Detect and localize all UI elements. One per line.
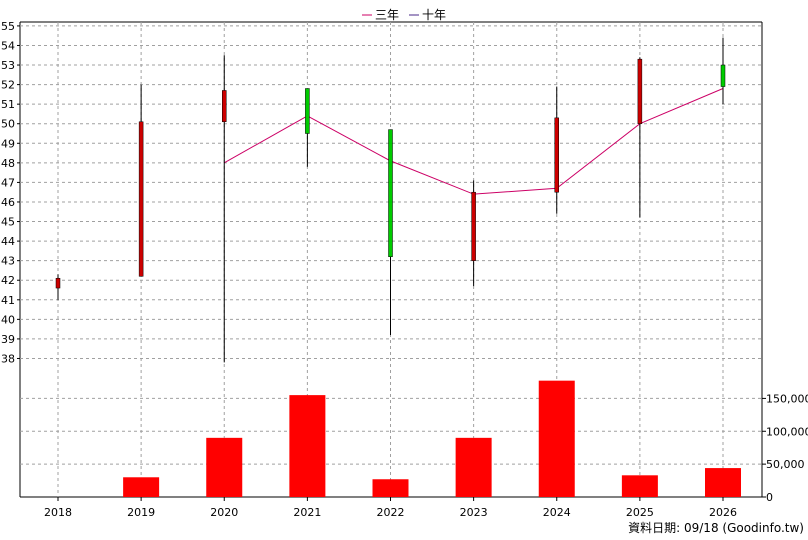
volume-tick-label: 0	[766, 491, 773, 504]
volume-bar-2025	[621, 475, 658, 497]
candle-body-2020	[222, 90, 227, 123]
price-tick-label: 41	[1, 294, 15, 307]
volume-bars	[123, 380, 741, 497]
price-tick-label: 39	[1, 333, 15, 346]
volume-tick-label: 100,000	[766, 425, 808, 438]
volume-bar-2026	[705, 468, 741, 497]
volume-bar-2022	[372, 479, 409, 497]
volume-bar-2020	[206, 437, 243, 497]
x-tick-label-2026: 2026	[709, 506, 737, 519]
price-tick-label: 51	[1, 98, 15, 111]
candlesticks	[55, 37, 726, 363]
price-tick-label: 38	[1, 352, 15, 365]
candle-body-2019	[138, 121, 144, 277]
price-tick-label: 55	[1, 20, 15, 33]
x-tick-label-2018: 2018	[44, 506, 72, 519]
price-tick-label: 43	[1, 255, 15, 268]
price-tick-label: 48	[1, 157, 15, 170]
price-tick-label: 49	[1, 137, 15, 150]
x-tick-label-2022: 2022	[377, 506, 405, 519]
x-axis-ticks: 2018 2019 2020 2021 2022 2023 2024 2025 2026	[44, 497, 737, 519]
x-tick-label-2024: 2024	[543, 506, 571, 519]
price-tick-label: 53	[1, 59, 15, 72]
candle-body-2025	[637, 58, 643, 124]
volume-bar-2021	[289, 395, 326, 497]
price-tick-label: 44	[1, 235, 15, 248]
price-axis-ticks: 38 39 40 41 42 43 44 45 46 47 48 49 50 51 52 53 54 55	[1, 20, 20, 365]
volume-axis-ticks: 0 50,000 100,000 150,000	[762, 392, 808, 504]
price-tick-label: 40	[1, 313, 15, 326]
candle-body-2021	[305, 88, 310, 134]
x-tick-label-2021: 2021	[293, 506, 321, 519]
legend-label-10y: 十年	[422, 8, 446, 22]
candle-body-2026	[720, 64, 726, 87]
price-tick-label: 52	[1, 79, 15, 92]
price-tick-label: 54	[1, 39, 15, 52]
price-tick-label: 45	[1, 216, 15, 229]
price-tick-label: 42	[1, 274, 15, 287]
legend: 三年 十年	[362, 8, 446, 22]
price-tick-label: 46	[1, 196, 15, 209]
legend-label-3y: 三年	[375, 8, 399, 22]
price-tick-label: 47	[1, 176, 15, 189]
x-tick-label-2020: 2020	[210, 506, 238, 519]
price-tick-label: 50	[1, 118, 15, 131]
candle-body-2022	[388, 129, 393, 258]
volume-bar-2019	[123, 477, 160, 497]
volume-tick-label: 150,000	[766, 392, 808, 405]
candle-body-2018	[55, 278, 61, 289]
x-tick-label-2019: 2019	[127, 506, 155, 519]
candle-body-2023	[471, 191, 476, 261]
x-tick-label-2025: 2025	[626, 506, 654, 519]
volume-tick-label: 50,000	[766, 458, 805, 471]
x-tick-label-2023: 2023	[460, 506, 488, 519]
source-label: 資料日期: 09/18 (Goodinfo.tw)	[628, 521, 804, 535]
volume-bar-2023	[455, 437, 492, 497]
candle-body-2024	[554, 117, 559, 193]
volume-bar-2024	[538, 380, 575, 497]
